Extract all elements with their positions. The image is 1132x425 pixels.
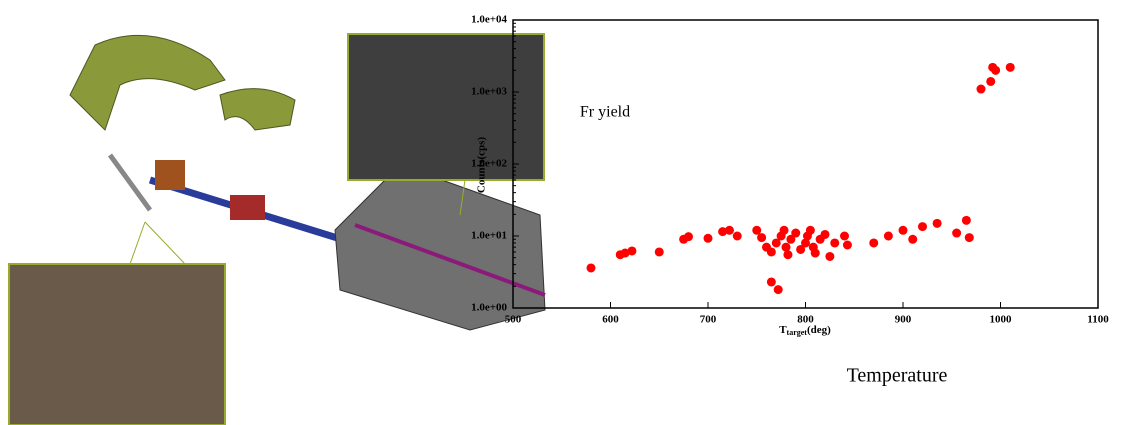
photo bbox=[348, 34, 544, 180]
component bbox=[230, 195, 265, 220]
magnet bbox=[220, 89, 295, 130]
component bbox=[155, 160, 185, 190]
point bbox=[977, 85, 986, 94]
point bbox=[627, 246, 636, 255]
point bbox=[780, 226, 789, 235]
page: Fr yield Temperature Counts(cps) Ttarget… bbox=[0, 0, 1132, 425]
point bbox=[783, 250, 792, 259]
magnet bbox=[70, 35, 225, 130]
point bbox=[908, 235, 917, 244]
point bbox=[757, 233, 766, 242]
point bbox=[884, 232, 893, 241]
point bbox=[704, 234, 713, 243]
point bbox=[733, 232, 742, 241]
y-tick-label: 1.0e+03 bbox=[471, 86, 507, 98]
y-tick-label: 1.0e+04 bbox=[471, 14, 507, 26]
point bbox=[952, 229, 961, 238]
x-axis-label-sub: target bbox=[787, 328, 808, 337]
point bbox=[843, 240, 852, 249]
point bbox=[767, 277, 776, 286]
point bbox=[1006, 63, 1015, 72]
y-tick-label: 1.0e+01 bbox=[471, 230, 507, 242]
point bbox=[684, 232, 693, 241]
x-tick-label: 500 bbox=[505, 314, 522, 326]
point bbox=[991, 66, 1000, 75]
connector bbox=[145, 222, 185, 264]
apparatus-illustration bbox=[9, 34, 545, 425]
point bbox=[806, 226, 815, 235]
connector bbox=[130, 222, 145, 264]
x-tick-label: 700 bbox=[700, 314, 717, 326]
point bbox=[821, 230, 830, 239]
point bbox=[899, 226, 908, 235]
point bbox=[840, 232, 849, 241]
point bbox=[986, 77, 995, 86]
point bbox=[791, 229, 800, 238]
point bbox=[869, 238, 878, 247]
point bbox=[962, 216, 971, 225]
x-tick-label: 800 bbox=[797, 314, 814, 326]
annotation: Fr yield bbox=[580, 104, 630, 121]
beamline bbox=[110, 155, 150, 210]
point bbox=[933, 219, 942, 228]
point bbox=[782, 243, 791, 252]
x-tick-label: 900 bbox=[895, 314, 912, 326]
point bbox=[825, 252, 834, 261]
point bbox=[725, 226, 734, 235]
point bbox=[774, 285, 783, 294]
x-tick-label: 1000 bbox=[990, 314, 1013, 326]
point bbox=[965, 233, 974, 242]
point bbox=[587, 263, 596, 272]
x-tick-label: 1100 bbox=[1087, 314, 1109, 326]
point bbox=[767, 247, 776, 256]
point bbox=[655, 247, 664, 256]
x-tick-label: 600 bbox=[602, 314, 619, 326]
point bbox=[830, 238, 839, 247]
y-tick-label: 1.0e+00 bbox=[471, 302, 507, 314]
point bbox=[918, 222, 927, 231]
annotation: Temperature bbox=[847, 365, 948, 387]
y-tick-label: 1.0e+02 bbox=[471, 158, 507, 170]
photo bbox=[9, 264, 225, 425]
point bbox=[811, 249, 820, 258]
